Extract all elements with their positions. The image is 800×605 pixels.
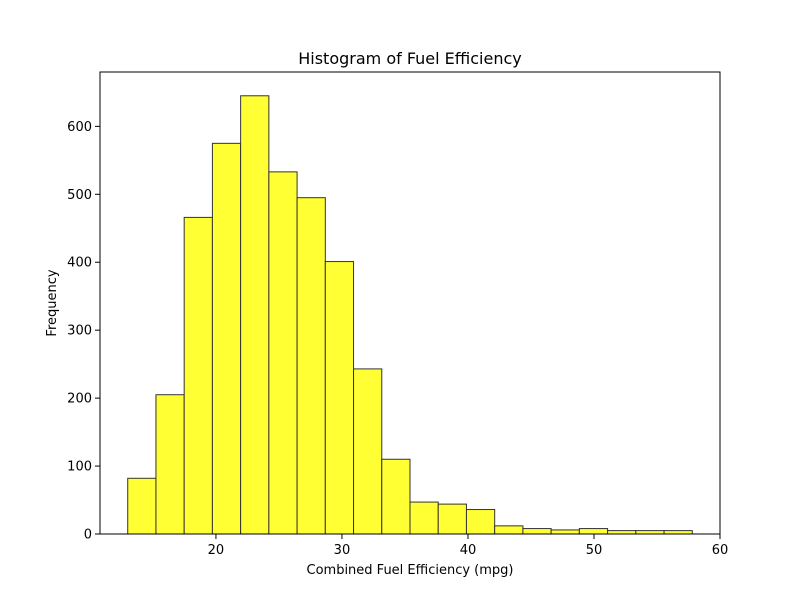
histogram-bar <box>494 525 524 535</box>
y-axis-ticks: 0 100 200 300 400 500 600 <box>67 120 100 543</box>
histogram-bar <box>268 171 298 535</box>
histogram-bar <box>127 477 157 535</box>
histogram-bar <box>522 528 552 535</box>
histogram-bar <box>635 530 665 535</box>
histogram-bar <box>296 197 326 535</box>
plot-frame <box>99 71 721 535</box>
x-tick-label: 40 <box>460 543 477 558</box>
x-tick-label: 50 <box>586 543 603 558</box>
y-tick-label: 0 <box>84 528 92 543</box>
x-axis-ticks: 20 30 40 50 60 <box>208 534 729 558</box>
histogram-bar <box>183 216 213 535</box>
x-tick-label: 60 <box>712 543 729 558</box>
x-tick-label: 30 <box>334 543 351 558</box>
histogram-bar <box>437 503 467 535</box>
bars-layer <box>127 95 693 535</box>
y-tick-label: 100 <box>67 460 92 475</box>
histogram-bar <box>324 261 355 535</box>
histogram-bar <box>550 529 580 535</box>
y-tick-label: 300 <box>67 324 92 339</box>
y-axis-label: Frequency <box>45 269 60 336</box>
histogram-bar <box>578 528 609 535</box>
chart-title: Histogram of Fuel Efficiency <box>298 49 522 68</box>
histogram-bar <box>465 509 496 535</box>
y-tick-label: 500 <box>67 188 92 203</box>
y-tick-label: 200 <box>67 392 92 407</box>
histogram-bar <box>211 142 242 535</box>
histogram-bar <box>607 530 637 535</box>
histogram-bar <box>409 501 439 535</box>
histogram-bar <box>240 95 270 535</box>
x-tick-label: 20 <box>208 543 225 558</box>
y-tick-label: 600 <box>67 120 92 135</box>
histogram-bar <box>381 458 411 535</box>
histogram-bar <box>155 394 185 535</box>
x-axis-label: Combined Fuel Efficiency (mpg) <box>307 563 514 578</box>
histogram-bar <box>353 368 383 535</box>
histogram-bar <box>663 530 693 535</box>
y-tick-label: 400 <box>67 256 92 271</box>
